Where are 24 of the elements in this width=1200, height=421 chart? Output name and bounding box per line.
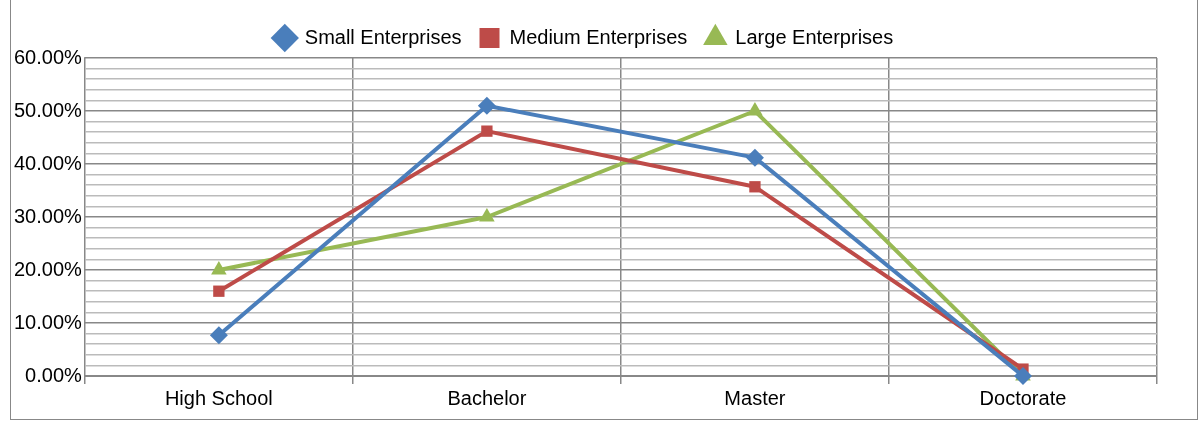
y-tick-label: 60.00% [13, 45, 83, 68]
legend-label: Small Enterprises [304, 25, 462, 48]
legend-label: Large Enterprises [735, 25, 894, 48]
point [213, 285, 225, 297]
x-tick-label: Bachelor [447, 386, 527, 409]
point [479, 208, 495, 222]
y-tick-label: 20.00% [13, 257, 83, 280]
x-tick-label: Doctorate [979, 386, 1067, 409]
y-tick-label: 40.00% [13, 151, 83, 174]
x-tick-label: Master [724, 386, 786, 409]
point [211, 261, 227, 275]
y-tick-label: 50.00% [13, 98, 83, 121]
y-tick-label: 30.00% [13, 204, 83, 227]
legend-label: Medium Enterprises [509, 25, 688, 48]
point [749, 181, 761, 193]
y-tick-label: 0.00% [25, 363, 83, 386]
point [1013, 367, 1032, 385]
point [477, 96, 496, 115]
point [209, 326, 228, 345]
point [481, 125, 493, 137]
point [745, 148, 764, 167]
y-tick-label: 10.00% [13, 310, 83, 333]
point [747, 102, 763, 116]
x-tick-label: High School [164, 386, 273, 409]
